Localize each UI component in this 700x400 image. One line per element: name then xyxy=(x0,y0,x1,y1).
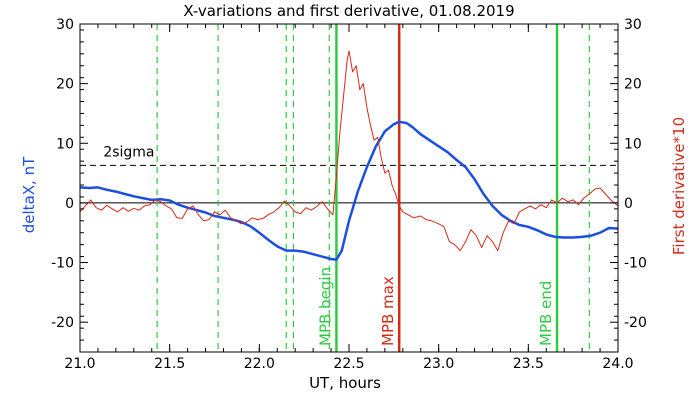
x-tick-label: 24.0 xyxy=(602,356,633,372)
y-tick-label-left: -20 xyxy=(51,315,74,331)
y-tick-label-right: -10 xyxy=(624,256,647,272)
x-tick-label: 21.5 xyxy=(154,356,185,372)
x-tick-label: 21.0 xyxy=(64,356,95,372)
y-tick-label-left: -10 xyxy=(51,256,74,272)
x-tick-label: 23.5 xyxy=(513,356,544,372)
x-axis-label: UT, hours xyxy=(309,374,381,392)
threshold-label: 2sigma xyxy=(103,144,154,160)
mpb-begin-label: MPB begin xyxy=(316,267,334,346)
y-tick-label-left: 20 xyxy=(56,77,74,93)
x-tick-label: 22.0 xyxy=(244,356,275,372)
deltax-series-line xyxy=(80,120,618,261)
derivative-series-line xyxy=(80,50,618,252)
y-tick-label-right: 10 xyxy=(624,136,642,152)
mpb-max-label: MPB max xyxy=(379,276,397,346)
chart-title: X-variations and first derivative, 01.08… xyxy=(183,2,514,20)
y-tick-label-right: -20 xyxy=(624,315,647,331)
y-tick-label-right: 20 xyxy=(624,77,642,93)
x-tick-label: 22.5 xyxy=(333,356,364,372)
y-tick-label-right: 30 xyxy=(624,17,642,33)
y-tick-label-right: 0 xyxy=(624,196,633,212)
plot-area: 2sigma MPB begin MPB max MPB end 21.0 21.5 22.… xyxy=(51,17,647,372)
y-tick-label-left: 0 xyxy=(65,196,74,212)
y-tick-label-left: 10 xyxy=(56,136,74,152)
y-axis-label-right: First derivative*10 xyxy=(670,117,688,255)
y-axis-label-left: deltaX, nT xyxy=(20,156,38,233)
mpb-end-label: MPB end xyxy=(537,281,555,346)
y-tick-label-left: 30 xyxy=(56,17,74,33)
x-tick-label: 23.0 xyxy=(423,356,454,372)
